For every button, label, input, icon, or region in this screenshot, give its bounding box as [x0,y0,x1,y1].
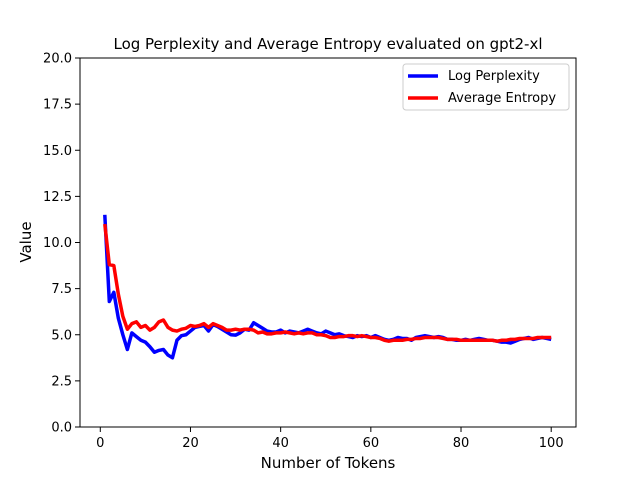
y-tick-label: 20.0 [43,52,72,67]
y-tick-label: 15.0 [43,144,72,159]
y-axis-label: Value [17,221,35,262]
x-tick-label: 60 [363,436,380,451]
y-tick-label: 12.5 [43,190,72,205]
legend-label-average-entropy: Average Entropy [448,91,556,106]
legend-box [402,63,570,111]
y-tick-label: 7.5 [51,282,72,297]
y-tick-label: 0.0 [51,421,72,436]
y-tick-label: 17.5 [43,98,72,113]
x-tick-label: 80 [453,436,470,451]
series-layer [103,214,552,360]
x-tick-label: 100 [539,436,564,451]
x-tick-label: 0 [96,436,104,451]
legend-label-log-perplexity: Log Perplexity [448,69,540,84]
y-tick-label: 5.0 [51,328,72,343]
x-tick-label: 20 [182,436,199,451]
y-axis-ticks: 0.0 2.5 5.0 7.5 10.0 12.5 15.0 17.5 20.0 [43,52,80,436]
x-axis-ticks: 0 20 40 60 80 100 [96,427,564,451]
y-tick-label: 10.0 [43,236,72,251]
x-tick-label: 40 [272,436,289,451]
legend: Log Perplexity Average Entropy [402,63,570,111]
chart-title: Log Perplexity and Average Entropy evalu… [113,35,542,53]
plot-frame [79,57,577,428]
x-axis-label: Number of Tokens [261,454,396,472]
series-line-average-entropy [103,223,552,343]
y-tick-label: 2.5 [51,374,72,389]
